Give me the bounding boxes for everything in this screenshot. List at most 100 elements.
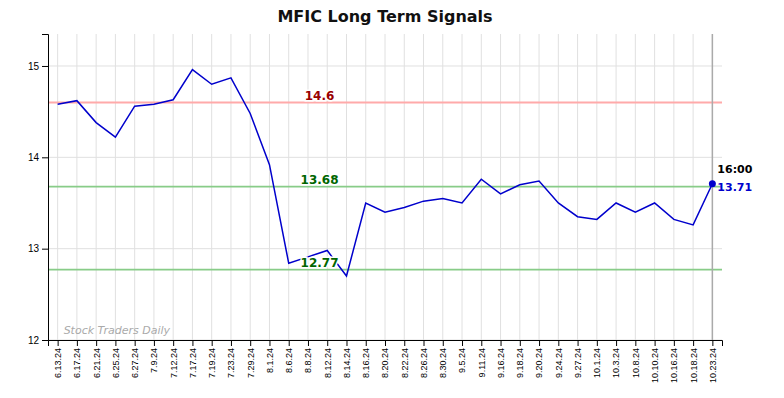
x-tick-mark xyxy=(616,340,617,346)
x-tick-mark xyxy=(96,340,97,346)
x-tick-label: 8.20.24 xyxy=(380,348,390,378)
x-tick-mark xyxy=(269,340,270,346)
x-tick-label: 7.12.24 xyxy=(169,348,179,378)
x-tick-mark xyxy=(327,340,328,346)
x-axis-line xyxy=(49,341,723,347)
x-tick-label: 9.5.24 xyxy=(457,348,467,373)
x-tick-mark xyxy=(655,340,656,346)
x-tick: 8.14.24 xyxy=(342,340,352,378)
reference-line-label: 13.68 xyxy=(301,173,339,187)
x-tick: 7.12.24 xyxy=(169,340,179,378)
x-tick-label: 10.1.24 xyxy=(592,348,602,378)
x-tick: 6.17.24 xyxy=(72,340,82,378)
x-tick-mark xyxy=(443,340,444,346)
x-tick-label: 8.16.24 xyxy=(361,348,371,378)
x-tick: 7.9.24 xyxy=(149,340,159,373)
x-tick-label: 6.25.24 xyxy=(111,348,121,378)
x-tick-label: 9.20.24 xyxy=(534,348,544,378)
x-tick-label: 7.29.24 xyxy=(246,348,256,378)
x-tick: 9.20.24 xyxy=(534,340,544,378)
x-tick-label: 10.23.24 xyxy=(708,348,718,383)
x-tick: 10.10.24 xyxy=(650,340,660,383)
y-tick-label: 14 xyxy=(28,152,40,163)
reference-line xyxy=(48,102,722,104)
x-tick: 9.11.24 xyxy=(477,340,487,377)
x-tick-label: 9.24.24 xyxy=(554,348,564,378)
x-tick-mark xyxy=(77,340,78,346)
x-tick-label: 9.11.24 xyxy=(477,348,487,377)
labels: 14.6 13.68 12.77 16:00 13.71 Stock Traders Da… xyxy=(64,89,753,337)
x-tick-mark xyxy=(674,340,675,346)
x-tick: 9.5.24 xyxy=(457,340,467,373)
y-tick-label: 12 xyxy=(28,335,40,346)
x-tick-label: 10.18.24 xyxy=(688,348,698,383)
last-value-label: 13.71 xyxy=(717,181,752,194)
y-tick: 12 xyxy=(28,335,48,346)
x-tick: 7.19.24 xyxy=(207,340,217,378)
x-tick-mark xyxy=(693,340,694,346)
x-tick: 8.12.24 xyxy=(323,340,333,378)
watermark: Stock Traders Daily xyxy=(64,324,171,337)
x-tick-label: 7.19.24 xyxy=(207,348,217,378)
x-tick: 9.27.24 xyxy=(573,340,583,378)
y-axis-line xyxy=(42,35,49,341)
x-tick-label: 8.1.24 xyxy=(265,348,275,373)
x-tick: 10.23.24 xyxy=(708,340,718,383)
x-tick-mark xyxy=(308,340,309,346)
x-tick: 9.18.24 xyxy=(515,340,525,378)
x-tick-label: 8.12.24 xyxy=(323,348,333,378)
x-tick-label: 8.30.24 xyxy=(438,348,448,378)
x-tick: 10.18.24 xyxy=(688,340,698,383)
x-tick-mark xyxy=(520,340,521,346)
x-tick: 10.8.24 xyxy=(631,340,641,378)
x-tick-label: 10.3.24 xyxy=(611,348,621,378)
x-tick-label: 8.26.24 xyxy=(419,348,429,378)
x-tick-mark xyxy=(597,340,598,346)
x-tick-label: 7.17.24 xyxy=(188,348,198,378)
last-point xyxy=(709,180,716,187)
x-tick: 6.27.24 xyxy=(130,340,140,378)
x-tick-label: 8.8.24 xyxy=(303,348,313,373)
y-tick-mark xyxy=(42,249,48,250)
x-tick-label: 8.22.24 xyxy=(400,348,410,378)
x-tick-mark xyxy=(231,340,232,346)
x-tick-mark xyxy=(539,340,540,346)
x-tick-mark xyxy=(154,340,155,346)
y-tick-mark xyxy=(42,66,48,67)
x-tick-mark xyxy=(462,340,463,346)
x-tick-label: 8.6.24 xyxy=(284,348,294,373)
x-tick-mark xyxy=(385,340,386,346)
x-tick-label: 6.21.24 xyxy=(92,348,102,378)
x-tick-label: 6.13.24 xyxy=(53,348,63,378)
grid xyxy=(48,34,722,340)
x-tick-label: 6.17.24 xyxy=(72,348,82,378)
x-tick-label: 7.23.24 xyxy=(226,348,236,378)
reference-line xyxy=(48,269,722,271)
x-tick-mark xyxy=(404,340,405,346)
x-tick-mark xyxy=(578,340,579,346)
x-tick-mark xyxy=(635,340,636,346)
y-tick: 14 xyxy=(28,152,48,163)
x-tick-label: 9.16.24 xyxy=(496,348,506,378)
x-tick: 8.30.24 xyxy=(438,340,448,378)
reference-line-label: 14.6 xyxy=(305,89,335,103)
price-line xyxy=(58,70,713,276)
y-tick: 13 xyxy=(28,243,48,254)
y-tick-mark xyxy=(42,340,48,341)
x-tick: 9.24.24 xyxy=(554,340,564,378)
reference-line xyxy=(48,186,722,188)
x-tick: 9.16.24 xyxy=(496,340,506,378)
x-tick-mark xyxy=(424,340,425,346)
y-tick-mark xyxy=(42,157,48,158)
x-tick-mark xyxy=(135,340,136,346)
reference-line-label: 12.77 xyxy=(301,256,339,270)
x-tick: 7.17.24 xyxy=(188,340,198,378)
x-tick: 10.1.24 xyxy=(592,340,602,378)
y-tick-label: 15 xyxy=(28,61,40,72)
x-tick: 8.6.24 xyxy=(284,340,294,373)
y-tick-label: 13 xyxy=(28,243,40,254)
x-tick-mark xyxy=(173,340,174,346)
last-time-label: 16:00 xyxy=(717,163,752,176)
chart: 6.13.24 6.17.24 6.21.24 6.25.24 6.27.24 7.9.2… xyxy=(0,0,784,398)
x-tick-label: 9.18.24 xyxy=(515,348,525,378)
